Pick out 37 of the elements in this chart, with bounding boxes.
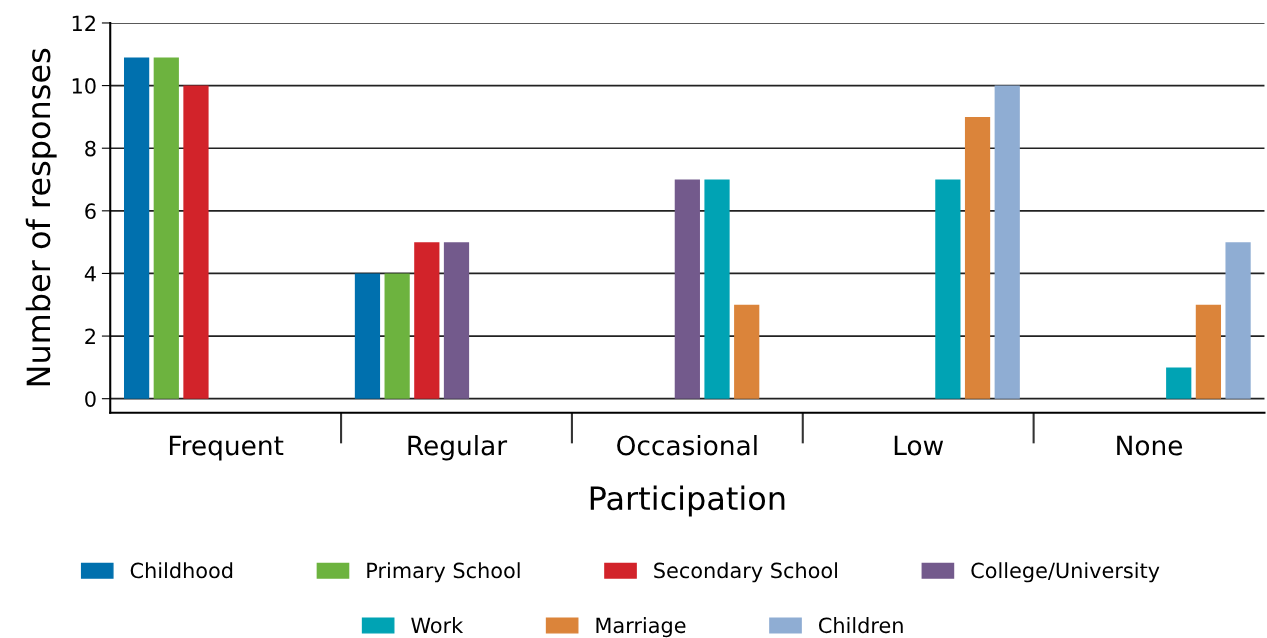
x-tick-label: Frequent [169, 435, 284, 461]
bar [1195, 304, 1222, 399]
bar [153, 57, 179, 399]
x-tick-label: Low [894, 435, 944, 456]
legend-label: Primary School [367, 562, 520, 583]
bar [994, 85, 1020, 399]
legend-label: Work [411, 617, 464, 634]
bar [1166, 367, 1192, 399]
legend-label: Children [818, 617, 903, 634]
y-tick-label: 12 [72, 15, 95, 31]
bar [935, 179, 961, 399]
x-tick-label: Regular [408, 435, 508, 461]
bar [124, 57, 150, 399]
y-axis-title: Number of responses [25, 48, 57, 386]
bar [443, 242, 470, 399]
bar [964, 116, 991, 399]
bar [183, 85, 209, 399]
bar [1225, 242, 1251, 399]
x-axis-title: Participation [590, 485, 785, 517]
x-tick-label: Occasional [617, 435, 757, 456]
bar [384, 273, 410, 399]
y-tick-label: 8 [85, 140, 96, 157]
bar [414, 242, 440, 399]
legend-label: College/University [971, 562, 1160, 583]
y-tick-label: 6 [85, 203, 96, 220]
y-tick-label: 2 [85, 328, 95, 344]
x-tick-label: None [1117, 435, 1183, 456]
legend-label: Secondary School [654, 562, 837, 583]
bar [734, 304, 760, 399]
bar [674, 179, 700, 399]
y-tick-label: 0 [85, 391, 96, 407]
y-tick-label: 10 [72, 78, 96, 94]
bar [704, 179, 730, 399]
legend-label: Childhood [130, 562, 233, 579]
legend-label: Marriage [596, 617, 686, 638]
y-tick-label: 4 [84, 266, 96, 282]
bar [354, 273, 381, 399]
